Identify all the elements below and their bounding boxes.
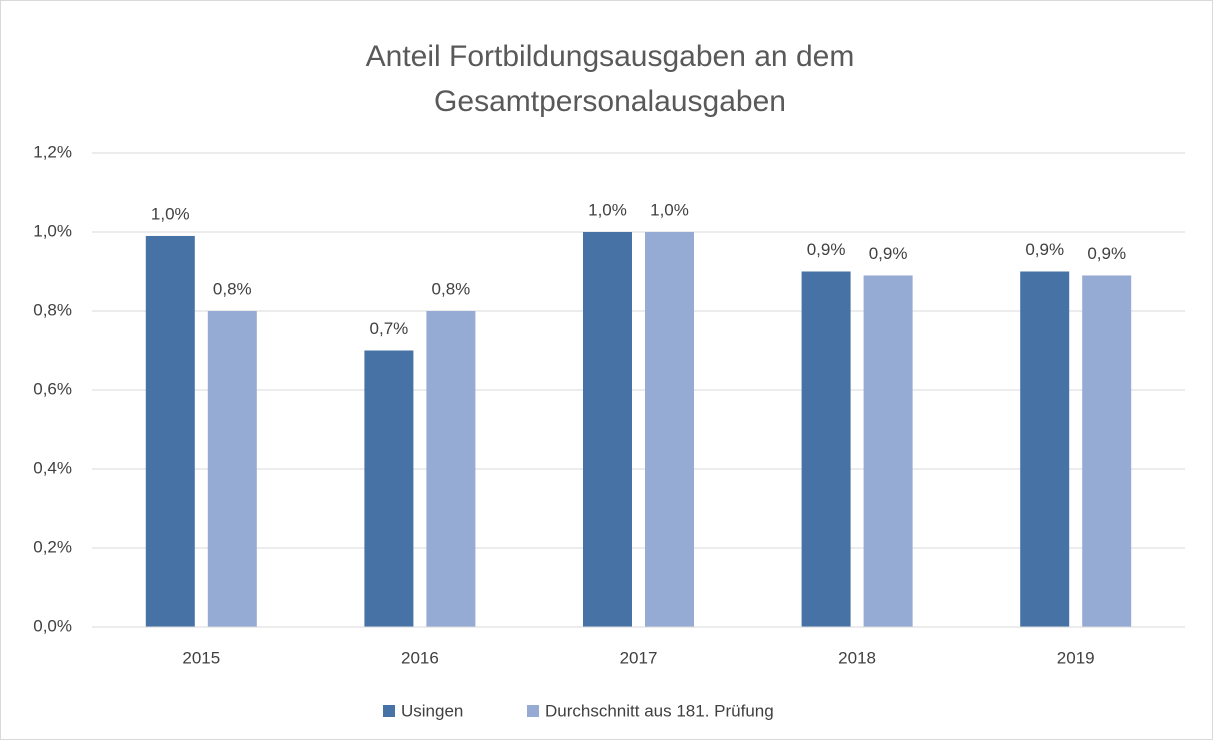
y-tick-label: 0,2% <box>33 537 72 556</box>
y-tick-label: 0,0% <box>33 616 72 635</box>
bar <box>583 232 632 627</box>
x-tick-label: 2019 <box>1057 648 1095 667</box>
bar <box>863 275 913 627</box>
legend-label: Usingen <box>401 701 463 720</box>
bar <box>801 271 851 627</box>
chart-title: Gesamtpersonalausgaben <box>434 85 786 118</box>
data-label: 0,9% <box>1025 240 1064 259</box>
bar <box>426 311 476 627</box>
y-tick-label: 0,8% <box>33 300 72 319</box>
data-label: 0,8% <box>432 279 471 298</box>
x-tick-label: 2017 <box>620 648 658 667</box>
bar <box>1082 275 1132 627</box>
data-label: 1,0% <box>151 204 190 223</box>
y-tick-label: 0,4% <box>33 458 72 477</box>
bar <box>1020 271 1070 627</box>
x-tick-label: 2016 <box>401 648 439 667</box>
x-tick-label: 2018 <box>838 648 876 667</box>
data-label: 1,0% <box>650 200 689 219</box>
y-tick-label: 1,0% <box>33 221 72 240</box>
data-label: 0,9% <box>1087 244 1126 263</box>
chart-title: Anteil Fortbildungsausgaben an dem <box>366 40 855 73</box>
data-label: 0,9% <box>869 244 908 263</box>
bar <box>364 350 414 627</box>
bar <box>207 311 257 627</box>
y-tick-label: 1,2% <box>33 142 72 161</box>
data-label: 0,7% <box>370 319 409 338</box>
data-label: 1,0% <box>588 200 627 219</box>
legend-swatch <box>527 705 539 717</box>
x-tick-label: 2015 <box>182 648 220 667</box>
legend-label: Durchschnitt aus 181. Prüfung <box>545 701 774 720</box>
bar <box>145 235 195 627</box>
data-label: 0,8% <box>213 279 252 298</box>
bar <box>645 232 694 627</box>
data-label: 0,9% <box>807 240 846 259</box>
legend-swatch <box>383 705 395 717</box>
y-tick-label: 0,6% <box>33 379 72 398</box>
